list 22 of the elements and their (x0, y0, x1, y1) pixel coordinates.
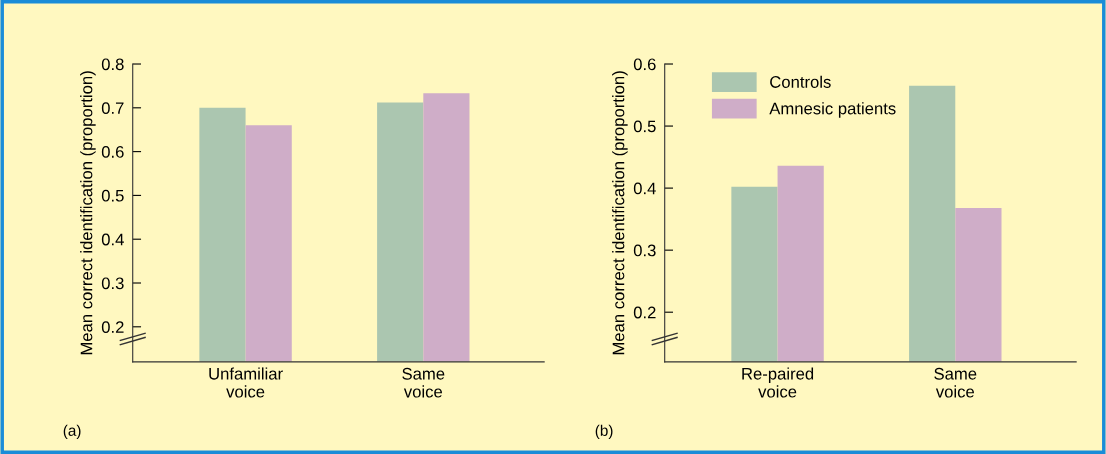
legend-label: Amnesic patients (769, 102, 896, 118)
y-axis-title: Mean correct identification (proportion) (612, 71, 628, 355)
y-tick-label: 0.2 (101, 321, 124, 333)
legend-label: Controls (770, 75, 831, 88)
y-tick-label: 0.5 (633, 120, 656, 133)
x-tick-label: Same voice (402, 367, 445, 398)
y-tick-label: 0.6 (633, 58, 656, 71)
x-tick-label: Unfamiliar voice (209, 367, 283, 398)
y-tick-label: 0.7 (101, 102, 124, 115)
y-axis-title: Mean correct identification (proportion) (80, 71, 96, 355)
x-tick-label: Re-paired voice (742, 367, 814, 398)
y-tick-label: 0.4 (101, 233, 124, 246)
y-tick-label: 0.3 (101, 277, 124, 290)
y-tick-label: 0.6 (101, 146, 124, 158)
x-tick-label: Same voice (934, 367, 977, 398)
text: (b) (595, 424, 613, 439)
text: (a) (63, 424, 81, 439)
y-tick-label: 0.4 (633, 182, 656, 195)
y-tick-label: 0.5 (101, 189, 124, 202)
y-tick-label: 0.3 (633, 244, 656, 257)
y-tick-label: 0.2 (633, 306, 656, 319)
y-tick-label: 0.8 (101, 58, 124, 71)
